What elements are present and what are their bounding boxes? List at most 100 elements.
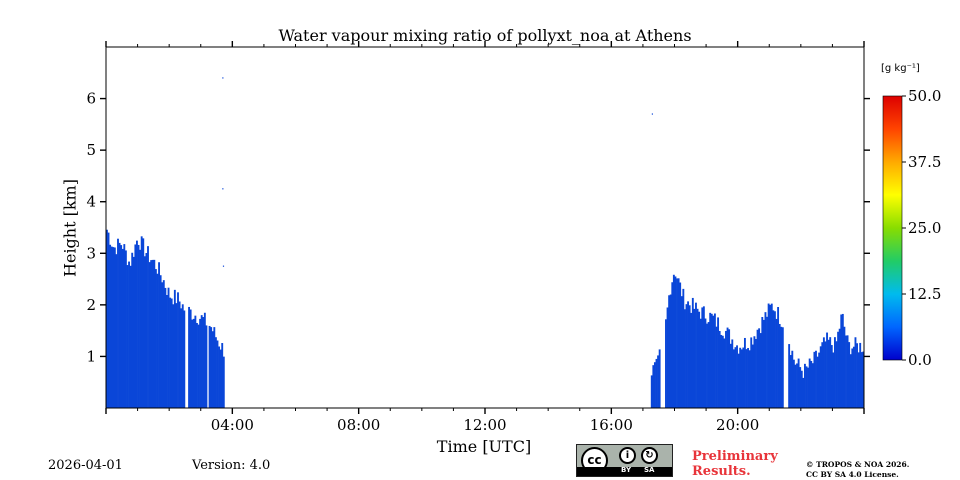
person-icon: i <box>619 447 636 464</box>
x-tick-label-2: 12:00 <box>463 416 506 434</box>
data-column-53 <box>192 318 195 408</box>
data-column-137 <box>758 328 761 408</box>
data-column-143 <box>767 303 770 408</box>
data-column-177 <box>826 332 828 408</box>
data-column-181 <box>832 352 835 408</box>
data-column-198 <box>859 342 862 408</box>
data-column-6 <box>115 254 118 408</box>
data-column-19 <box>136 240 138 408</box>
data-column-65 <box>213 327 216 408</box>
data-column-159 <box>797 358 800 408</box>
data-column-98 <box>696 308 699 408</box>
data-column-54 <box>194 315 197 408</box>
data-column-24 <box>143 256 146 408</box>
copyright-line-2: CC BY SA 4.0 License. <box>806 470 899 479</box>
data-column-99 <box>698 311 701 408</box>
data-column-94 <box>690 312 693 408</box>
data-column-36 <box>162 280 165 408</box>
data-column-21 <box>139 249 142 408</box>
colorbar-tick-label-4: 50.0 <box>908 87 941 105</box>
date-label: 2026-04-01 <box>48 458 123 473</box>
data-column-127 <box>742 347 745 408</box>
data-column-190 <box>846 335 849 408</box>
data-column-71 <box>222 356 225 408</box>
isolated-point-0 <box>222 77 224 79</box>
data-column-40 <box>169 297 172 408</box>
y-tick-label-5: 6 <box>86 90 96 108</box>
data-column-45 <box>177 292 179 408</box>
data-column-194 <box>852 346 855 408</box>
data-column-97 <box>695 302 697 408</box>
data-column-140 <box>762 319 765 408</box>
data-column-193 <box>851 348 854 408</box>
data-column-86 <box>677 278 680 408</box>
copyright-line-1: © TROPOS & NOA 2026. <box>806 460 910 469</box>
by-label: BY <box>621 466 632 474</box>
data-column-4 <box>112 247 115 408</box>
data-column-163 <box>803 363 806 408</box>
data-column-88 <box>680 296 683 408</box>
data-column-27 <box>148 262 151 408</box>
data-column-106 <box>709 312 712 408</box>
data-column-43 <box>173 289 176 408</box>
data-column-52 <box>191 319 194 408</box>
data-column-134 <box>753 336 756 408</box>
data-column-113 <box>720 334 723 408</box>
data-column-7 <box>117 238 119 408</box>
data-column-49 <box>183 310 186 408</box>
data-column-13 <box>126 265 129 408</box>
data-column-34 <box>159 275 162 408</box>
data-column-33 <box>158 262 160 408</box>
data-column-178 <box>827 339 830 408</box>
data-column-77 <box>658 349 661 408</box>
data-column-20 <box>137 244 140 408</box>
data-column-152 <box>781 327 784 408</box>
data-column-138 <box>759 333 762 408</box>
data-column-120 <box>731 339 734 408</box>
data-column-63 <box>210 327 213 408</box>
data-column-90 <box>683 309 686 408</box>
data-column-191 <box>848 342 851 408</box>
data-column-154 <box>789 355 792 408</box>
data-column-38 <box>166 294 168 408</box>
data-column-108 <box>712 315 715 408</box>
data-column-32 <box>156 273 159 408</box>
data-column-155 <box>791 350 794 408</box>
data-column-3 <box>110 246 113 408</box>
data-column-121 <box>732 349 735 408</box>
data-column-42 <box>172 304 175 408</box>
data-column-26 <box>147 246 149 408</box>
data-column-79 <box>666 307 669 408</box>
data-column-96 <box>693 308 696 408</box>
data-column-84 <box>674 276 677 408</box>
isolated-point-2 <box>222 265 225 267</box>
data-column-12 <box>124 250 127 408</box>
data-column-129 <box>745 349 748 408</box>
data-column-144 <box>769 304 772 408</box>
data-column-29 <box>151 259 154 408</box>
data-column-132 <box>750 337 753 408</box>
data-column-149 <box>777 307 780 408</box>
data-column-197 <box>857 352 860 408</box>
data-column-23 <box>142 238 145 408</box>
colorbar-ticks: 0.0 12.5 25.0 37.5 50.0 <box>902 87 941 369</box>
data-column-189 <box>845 335 847 408</box>
data-column-182 <box>833 337 836 408</box>
colorbar <box>882 95 903 361</box>
y-tick-label-2: 3 <box>86 244 96 262</box>
x-tick-label-0: 04:00 <box>211 416 254 434</box>
data-column-199 <box>860 352 863 408</box>
data-column-81 <box>669 294 672 408</box>
x-tick-label-3: 16:00 <box>590 416 633 434</box>
colorbar-units: [g kg⁻¹] <box>881 63 920 74</box>
data-column-119 <box>729 343 732 408</box>
data-column-171 <box>816 356 819 408</box>
data-column-115 <box>723 338 726 408</box>
data-column-170 <box>815 350 817 408</box>
data-column-160 <box>799 367 802 408</box>
data-column-66 <box>214 337 217 408</box>
y-tick-label-0: 1 <box>86 347 96 365</box>
data-column-80 <box>668 295 671 408</box>
data-column-15 <box>129 265 132 408</box>
data-column-5 <box>113 247 116 408</box>
